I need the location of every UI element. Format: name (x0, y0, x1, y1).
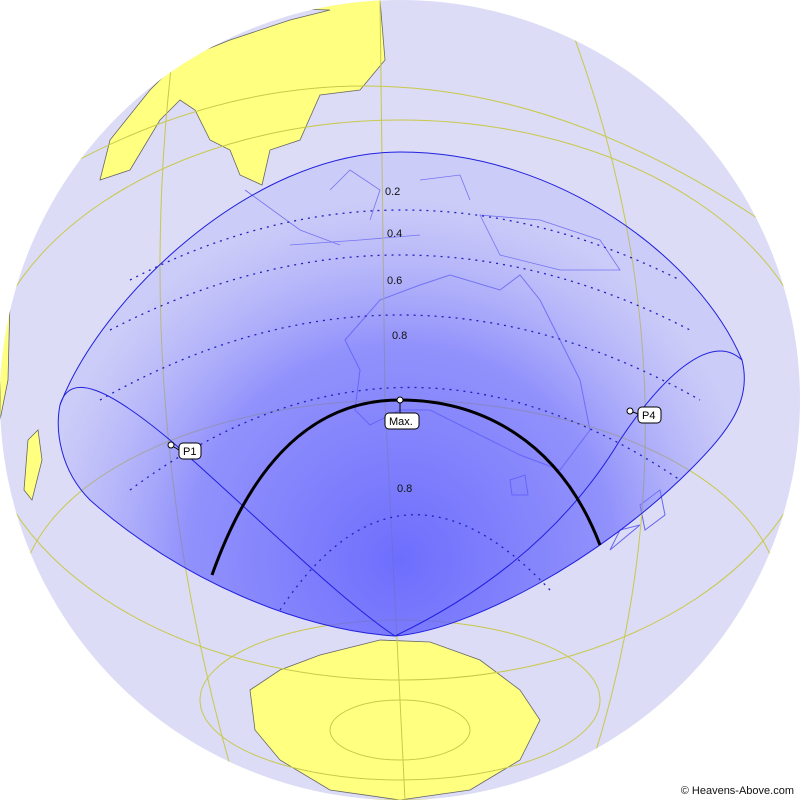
copyright-notice: © Heavens-Above.com (680, 785, 794, 797)
magnitude-label: 0.8 (397, 483, 412, 495)
magnitude-label: 0.6 (387, 275, 402, 287)
magnitude-label: 0.4 (387, 228, 402, 240)
magnitude-label: 0.2 (385, 186, 400, 198)
p4-limit-curve (394, 350, 743, 637)
p1-marker: P1 (167, 441, 202, 460)
madagascar (23, 429, 43, 501)
p4-marker: P4 (626, 406, 662, 424)
max-marker: Max. (384, 396, 420, 430)
max-label: Max. (389, 416, 413, 428)
penumbra-region (57, 151, 745, 637)
magnitude-label: 0.8 (392, 330, 407, 342)
antarctica (249, 639, 541, 800)
magnitude-lines (99, 209, 701, 611)
p1-label: P1 (183, 446, 196, 458)
p4-label: P4 (642, 410, 655, 422)
